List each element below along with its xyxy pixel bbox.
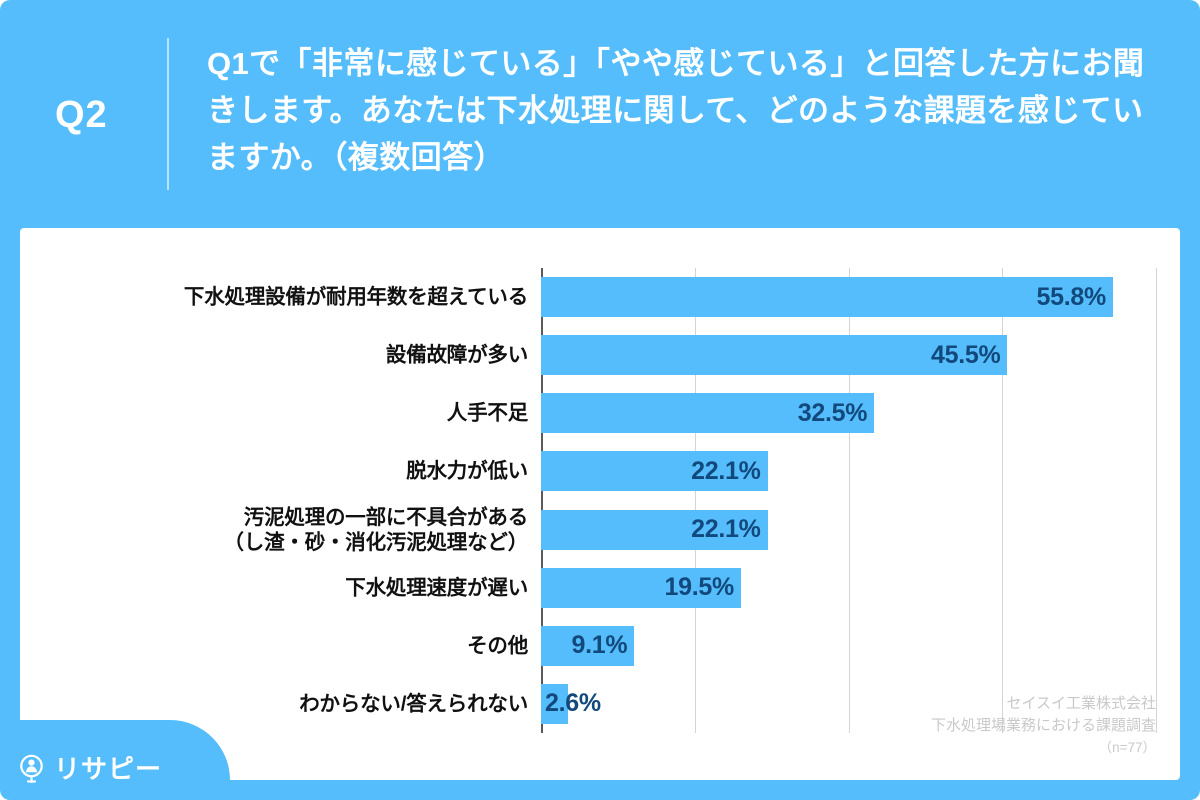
bar-category-label: 汚泥処理の一部に不具合がある （し渣・砂・消化汚泥処理など） (223, 505, 529, 554)
bar[interactable]: 19.5% (541, 567, 741, 608)
bar-value-label: 9.1% (571, 631, 628, 660)
bar-row: 汚泥処理の一部に不具合がある （し渣・砂・消化汚泥処理など） 22.1% (20, 501, 1180, 559)
bar[interactable]: 32.5% (541, 393, 875, 434)
brand-logo-text: リサピー (54, 754, 163, 784)
bar-container: 45.5% (541, 326, 1008, 384)
bar-category-label: 下水処理設備が耐用年数を超えている (183, 285, 528, 309)
gridline (694, 268, 696, 733)
bar-value-label: 2.6% (545, 689, 601, 718)
bar-row: 人手不足 32.5% (20, 384, 1180, 442)
bar-container: 19.5% (541, 559, 741, 617)
magnifier-person-icon (20, 754, 43, 783)
bar-value-label: 32.5% (797, 398, 868, 427)
gridline (848, 268, 850, 733)
source-company: セイスイ工業株式会社 (1006, 694, 1156, 712)
gridline (1156, 268, 1157, 733)
bar-row: 下水処理速度が遅い 19.5% (20, 559, 1180, 617)
bar[interactable]: 2.6% (541, 683, 601, 724)
bar-value-label: 19.5% (664, 573, 734, 602)
bar-category-label: わからない/答えられない (299, 692, 528, 716)
question-header: Q2 Q1で「非常に感じている」「やや感じている」と回答した方にお聞きします。あ… (0, 0, 1200, 228)
bar-value-label: 22.1% (691, 515, 761, 544)
source-attribution: セイスイ工業株式会社 下水処理場業務における課題調査 （n=77） (931, 693, 1156, 758)
header-divider (167, 38, 169, 190)
bar-container: 22.1% (541, 442, 768, 500)
bar-container: 22.1% (541, 501, 768, 559)
bar-container: 32.5% (541, 384, 875, 442)
bar[interactable]: 22.1% (541, 509, 768, 550)
bar-row: その他 9.1% (20, 617, 1180, 675)
brand-logo[interactable]: リサピー (0, 738, 186, 800)
bar-row: わからない/答えられない 2.6% (20, 675, 1180, 733)
bar[interactable]: 45.5% (541, 335, 1008, 376)
question-number: Q2 (55, 94, 108, 136)
bar-row: 下水処理設備が耐用年数を超えている 55.8% (20, 268, 1180, 326)
bar-container: 9.1% (541, 617, 635, 675)
horizontal-bar-chart: 下水処理設備が耐用年数を超えている 55.8% 設備故障が多い 45.5% 人手不足 32… (20, 228, 1180, 780)
bar-container: 55.8% (541, 268, 1113, 326)
bar-rows: 下水処理設備が耐用年数を超えている 55.8% 設備故障が多い 45.5% 人手不足 32… (20, 268, 1180, 733)
bar-category-label: 下水処理速度が遅い (345, 576, 528, 600)
bar[interactable]: 55.8% (541, 277, 1113, 318)
bar-category-label: 設備故障が多い (385, 343, 528, 367)
bar-value-label: 22.1% (691, 456, 761, 485)
bar[interactable]: 22.1% (541, 451, 768, 492)
chart-card: 下水処理設備が耐用年数を超えている 55.8% 設備故障が多い 45.5% 人手不足 32… (20, 228, 1180, 780)
gridline (1002, 268, 1004, 733)
bar-category-label: 脱水力が低い (406, 459, 528, 483)
bar-category-label: 人手不足 (446, 401, 528, 425)
bar-row: 脱水力が低い 22.1% (20, 442, 1180, 500)
plot-area (541, 268, 1157, 733)
bar[interactable]: 9.1% (541, 625, 635, 666)
logo-tab-notch (20, 720, 230, 780)
bar-category-label: その他 (467, 634, 528, 658)
question-text: Q1で「非常に感じている」「やや感じている」と回答した方にお聞きします。あなたは… (207, 46, 1145, 176)
source-sample-size: （n=77） (1098, 739, 1156, 755)
value-axis (541, 268, 543, 733)
bar-value-label: 45.5% (930, 340, 1001, 369)
bar-container: 2.6% (541, 675, 601, 733)
bar-value-label: 55.8% (1036, 282, 1107, 311)
bar-row: 設備故障が多い 45.5% (20, 326, 1180, 384)
source-survey-title: 下水処理場業務における課題調査 (930, 717, 1156, 735)
